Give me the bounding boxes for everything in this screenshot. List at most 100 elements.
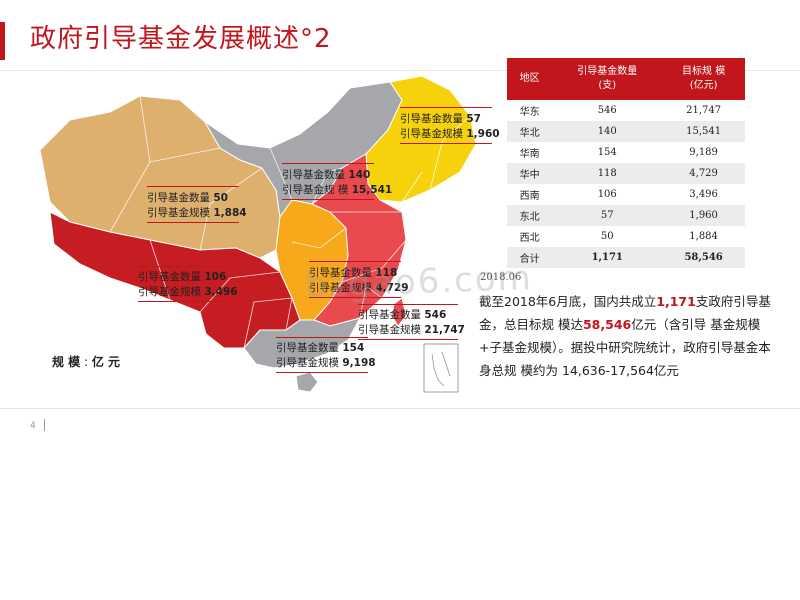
- cell-count: 1,171: [552, 247, 663, 268]
- cell-scale: 9,189: [689, 147, 718, 158]
- page-number: 4: [30, 421, 36, 431]
- table-row: 西北 50 1,884: [507, 226, 745, 247]
- count-value: 118: [375, 267, 398, 279]
- region-fund-table: 地区 引导基金数量 (支) 目标规 模 (亿元) 华东 546 21,747 华北 1…: [507, 58, 745, 268]
- map-region-hainan: [295, 371, 319, 393]
- summary-paragraph: 截至2018年6月底，国内共成立1,171支政府引导基金，总目标规 模达58,5…: [479, 290, 779, 382]
- unit-label: 规 模: [52, 355, 81, 369]
- table-header-row: 地区 引导基金数量 (支) 目标规 模 (亿元): [507, 58, 745, 100]
- summary-amount: 58,546: [582, 317, 632, 332]
- cell-scale: 1,884: [689, 231, 718, 242]
- china-region-map: [39, 75, 477, 393]
- summary-text: 亿元（含引导 基金规模+子基金规模）。据投中研究院统计，政府引导基金本身总规 模…: [479, 317, 771, 378]
- scale-label: 引导基金规模: [138, 286, 201, 298]
- cell-region: 华北: [507, 121, 553, 142]
- count-label: 引导基金数量: [358, 309, 421, 321]
- scale-value: 1,960: [466, 128, 500, 140]
- label-line: [309, 297, 401, 298]
- cell-region: 华中: [507, 163, 553, 184]
- table-row: 华南 154 9,189: [507, 142, 745, 163]
- title-divider: [0, 70, 800, 71]
- scale-label: 引导基金规模: [147, 207, 210, 219]
- page-number-separator: [44, 419, 45, 431]
- count-value: 50: [213, 192, 228, 204]
- region-label-text: 引导基金数量 118 引导基金规模 4,729: [309, 266, 409, 296]
- summary-text: 支政府引导基金，总目标规 模达: [479, 294, 771, 332]
- label-line: [147, 186, 239, 187]
- cell-scale: 3,496: [689, 189, 718, 200]
- scale-value: 4,729: [375, 282, 409, 294]
- count-value: 57: [466, 113, 481, 125]
- table-total-row: 合计 1,171 58,546: [507, 247, 745, 268]
- region-label-text: 引导基金数量 546 引导基金规模 21,747: [358, 308, 465, 338]
- cell-scale: 21,747: [686, 105, 722, 116]
- scale-label: 引导基金规模: [400, 128, 463, 140]
- cell-region: 华东: [519, 107, 540, 118]
- label-line: [400, 107, 492, 108]
- cell-count: 118: [552, 163, 663, 184]
- count-label: 引导基金数量: [147, 192, 210, 204]
- count-value: 106: [204, 271, 227, 283]
- label-line: [138, 266, 230, 267]
- scale-label: 引导基金规 模: [282, 184, 349, 196]
- data-date: 2018.06: [480, 272, 522, 283]
- cell-region: 西南: [519, 191, 540, 202]
- cell-count: 50: [600, 231, 614, 242]
- table-header-scale: 目标规 模 (亿元): [662, 58, 745, 100]
- count-label: 引导基金数量: [276, 342, 339, 354]
- summary-text: 截至2018年6月底，国内共成立: [479, 294, 657, 309]
- scale-value: 3,496: [204, 286, 238, 298]
- cell-count: 546: [597, 105, 617, 116]
- count-label: 引导基金数量: [400, 113, 463, 125]
- title-accent-bar: [0, 22, 5, 60]
- count-value: 546: [424, 309, 447, 321]
- label-line: [400, 143, 492, 144]
- summary-count: 1,171: [656, 294, 696, 309]
- table-row: 华中 118 4,729: [507, 163, 745, 184]
- cell-count: 154: [597, 147, 617, 158]
- label-line: [138, 301, 230, 302]
- table-row: 华北 140 15,541: [507, 121, 745, 142]
- cell-scale: 58,546: [662, 247, 745, 268]
- cell-region: 西北: [519, 233, 540, 244]
- scale-value: 21,747: [424, 324, 465, 336]
- count-value: 154: [342, 342, 365, 354]
- scale-label: 引导基金规模: [276, 357, 339, 369]
- cell-scale: 15,541: [662, 121, 745, 142]
- cell-count: 140: [552, 121, 663, 142]
- table-row: 西南 106 3,496: [507, 184, 745, 205]
- cell-region: 华南: [519, 149, 540, 160]
- label-line: [358, 339, 458, 340]
- region-label-text: 引导基金数量 140 引导基金规 模 15,541: [282, 168, 392, 198]
- label-line: [276, 372, 368, 373]
- label-line: [282, 199, 374, 200]
- page-title: 政府引导基金发展概述°2: [30, 24, 332, 54]
- region-label-text: 引导基金数量 154 引导基金规模 9,198: [276, 341, 376, 371]
- unit-note: 规 模 : 亿 元: [52, 355, 121, 369]
- count-label: 引导基金数量: [309, 267, 372, 279]
- label-line: [282, 163, 374, 164]
- table-row: 东北 57 1,960: [507, 205, 745, 226]
- scale-value: 15,541: [351, 184, 393, 196]
- map-region-taiwan: [391, 297, 407, 327]
- scale-value: 1,884: [213, 207, 247, 219]
- south-china-sea-inset: [423, 343, 459, 393]
- unit-value: 亿 元: [91, 355, 121, 369]
- scale-value: 9,198: [342, 357, 376, 369]
- footer-divider: [0, 408, 800, 409]
- label-line: [276, 337, 368, 338]
- count-label: 引导基金数量: [282, 169, 345, 181]
- cell-scale: 4,729: [662, 163, 745, 184]
- label-line: [358, 304, 458, 305]
- region-label-text: 引导基金数量 106 引导基金规模 3,496: [138, 270, 238, 300]
- cell-region: 合计: [507, 247, 553, 268]
- table-header-region: 地区: [507, 58, 553, 100]
- table-header-count: 引导基金数量 (支): [552, 58, 663, 100]
- scale-label: 引导基金规模: [358, 324, 421, 336]
- table-row: 华东 546 21,747: [507, 100, 745, 121]
- cell-count: 57: [552, 205, 663, 226]
- count-label: 引导基金数量: [138, 271, 201, 283]
- cell-scale: 1,960: [662, 205, 745, 226]
- label-line: [309, 261, 401, 262]
- scale-label: 引导基金规模: [309, 282, 372, 294]
